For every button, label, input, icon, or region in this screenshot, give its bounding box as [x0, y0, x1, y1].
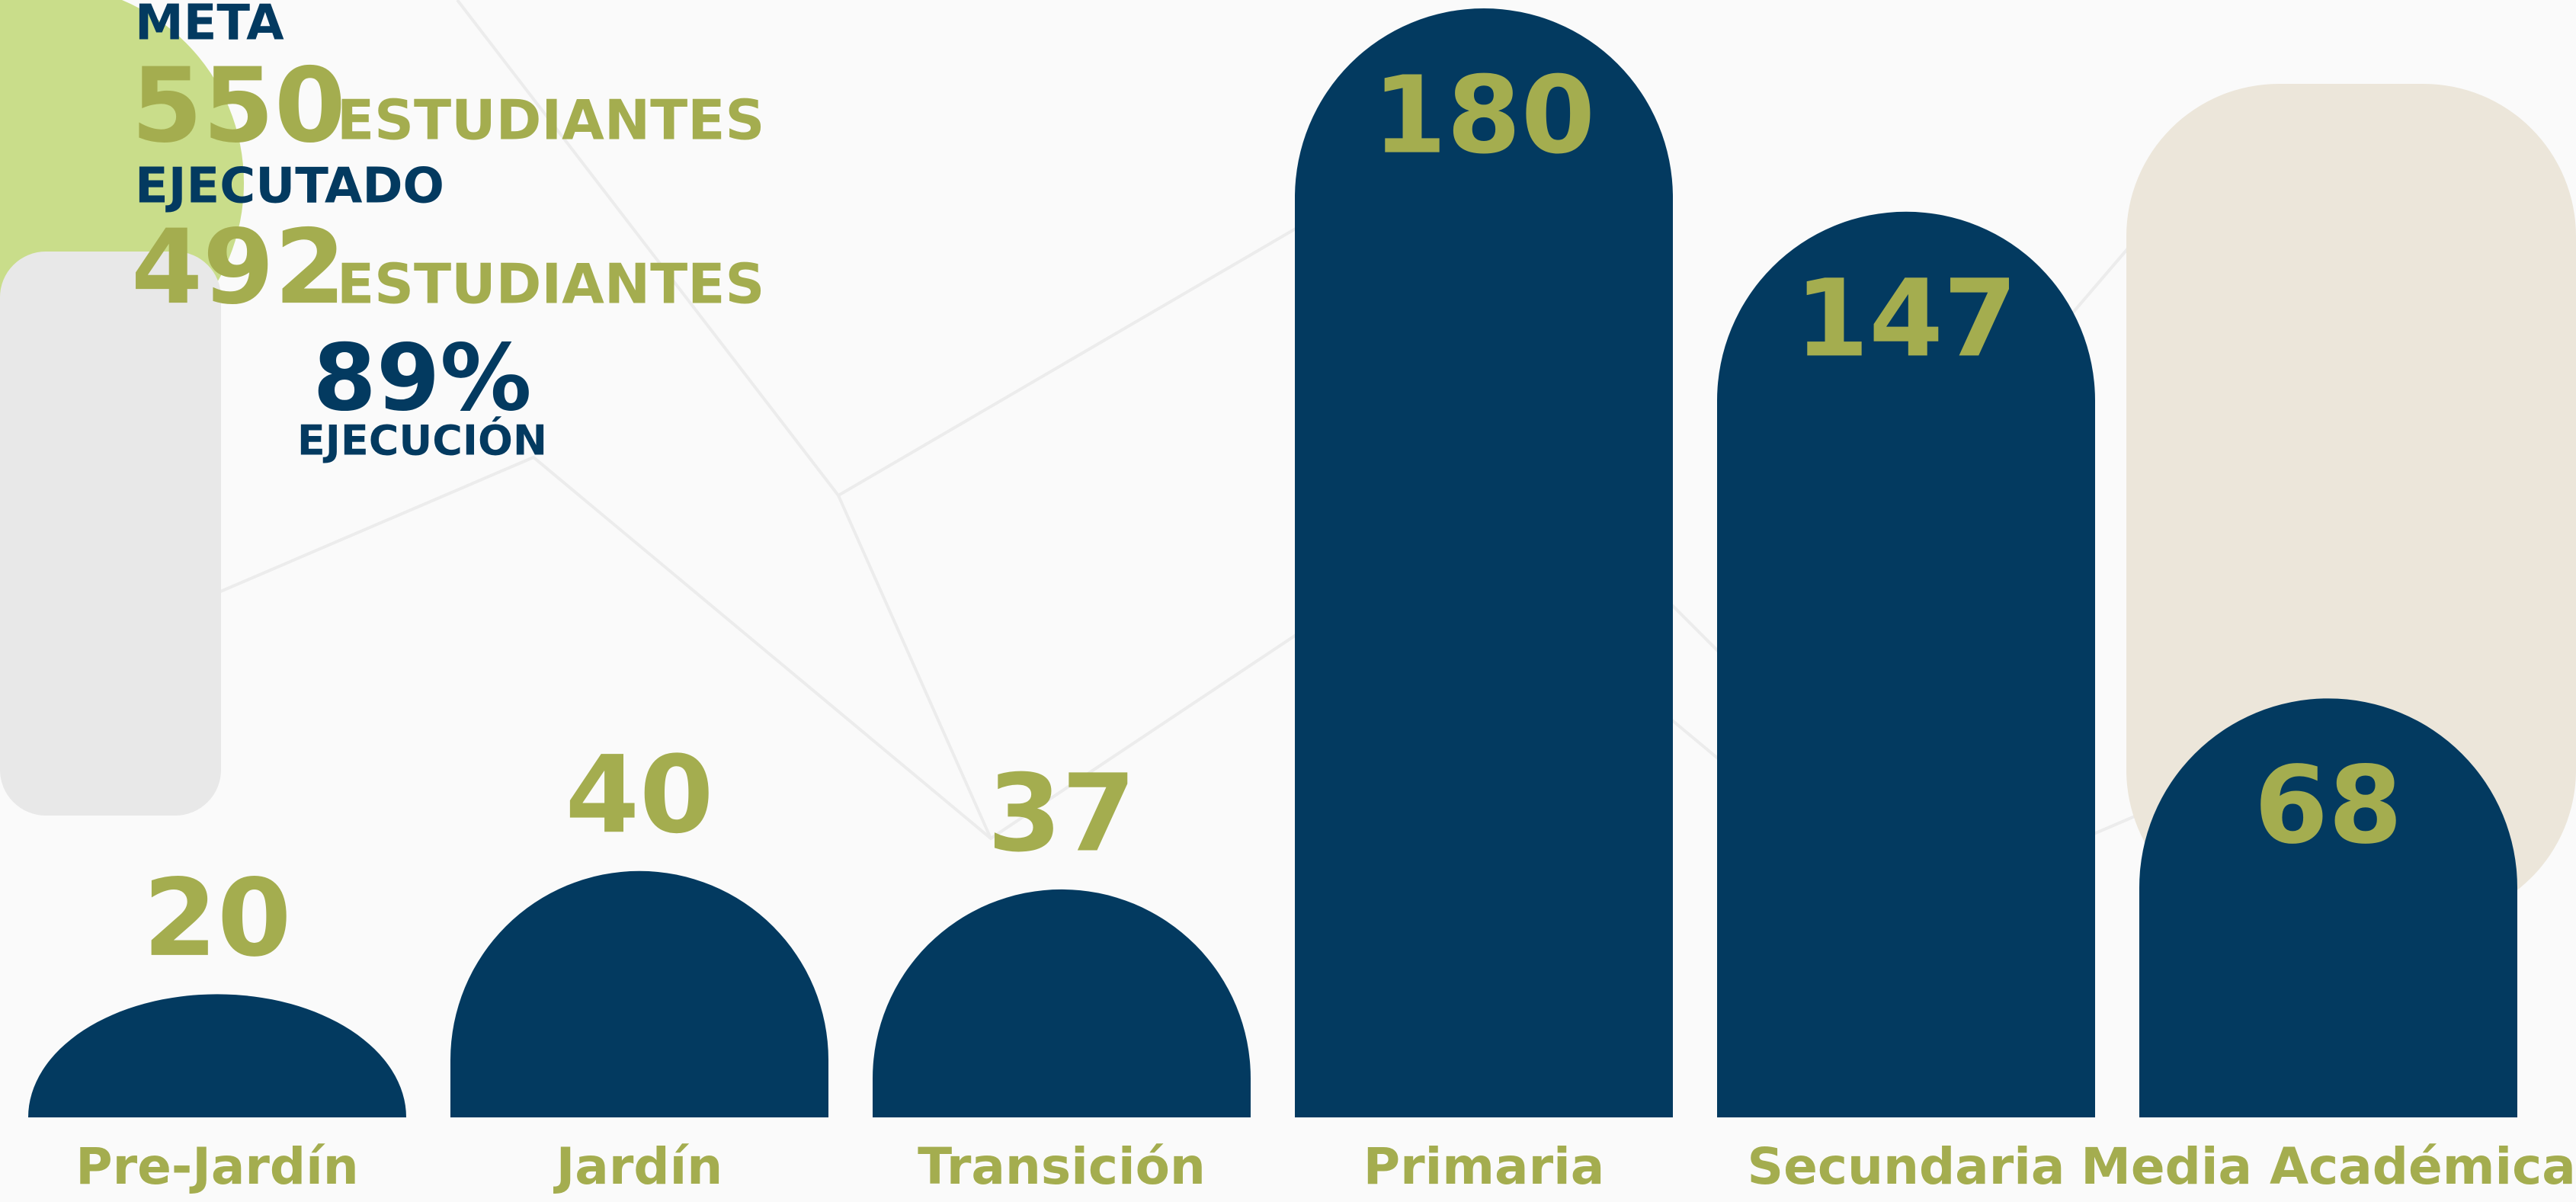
chart: META 550 ESTUDIANTES EJECUTADO 492 ESTUD…: [0, 0, 2576, 1202]
x-tick-label: Primaria: [1363, 1137, 1605, 1196]
value-label: 147: [1795, 257, 2017, 381]
value-label: 37: [988, 752, 1136, 876]
done-unit: ESTUDIANTES: [337, 252, 764, 316]
goal-unit: ESTUDIANTES: [337, 88, 764, 152]
value-label: 40: [566, 733, 714, 857]
value-label: 68: [2254, 744, 2403, 868]
x-tick-label: Pre-Jardín: [75, 1137, 359, 1196]
value-label: 180: [1373, 54, 1595, 178]
x-tick-label: Secundaria: [1748, 1137, 2065, 1196]
x-tick-label: Jardín: [553, 1137, 723, 1196]
goal-value: 550: [131, 46, 346, 165]
x-tick-label: Media Académica: [2081, 1137, 2576, 1196]
done-value: 492: [131, 207, 346, 327]
x-tick-label: Transición: [918, 1137, 1206, 1196]
value-label: 20: [143, 857, 292, 981]
goal-label: META: [135, 0, 284, 52]
rate-label: EJECUCIÓN: [297, 417, 547, 465]
photo-left: [0, 252, 221, 816]
done-label: EJECUTADO: [135, 159, 444, 215]
